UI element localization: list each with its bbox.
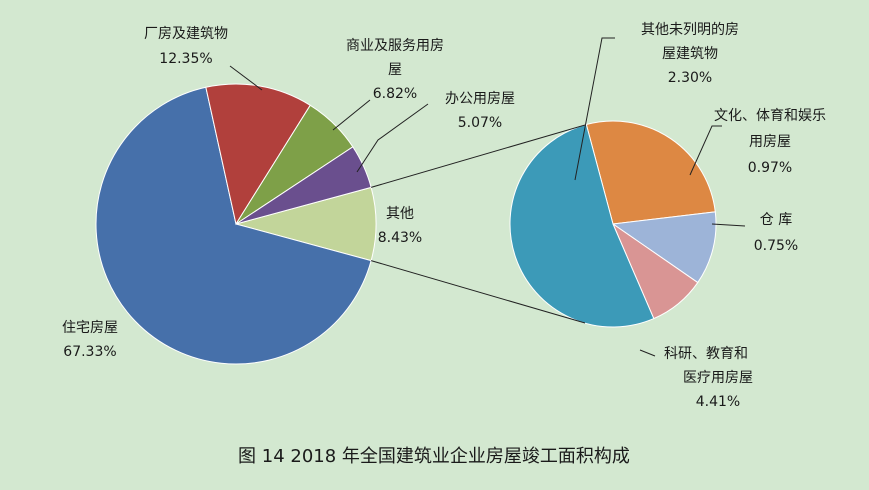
slice-厂房及建筑物 (205, 83, 311, 226)
label-zhuzhai-name: 住宅房屋 (62, 320, 118, 336)
slice-住宅房屋 (95, 86, 372, 365)
label-qita-value: 8.43% (378, 230, 422, 246)
leader-lines (229, 37, 746, 357)
label-wenhua-value: 0.97% (748, 160, 792, 176)
leader-keyan (639, 349, 656, 357)
leader-wenhua (689, 125, 722, 176)
sub-pie (509, 120, 717, 328)
label-zhuzhai-value: 67.33% (63, 344, 116, 360)
figure-caption: 图 14 2018 年全国建筑业企业房屋竣工面积构成 (238, 446, 630, 467)
slice-科研-教育和医疗用房屋 (509, 123, 655, 328)
leader-bangong (356, 103, 429, 173)
leader-weilieming (574, 37, 615, 181)
label-weilieming-name-2: 屋建筑物 (662, 46, 718, 62)
pie-connectors (370, 124, 586, 324)
connector-bottom (370, 260, 586, 324)
leader-changfang (229, 65, 263, 91)
label-bangong-name: 办公用房屋 (445, 91, 515, 107)
label-weilieming-value: 2.30% (668, 70, 712, 86)
connector-top (370, 124, 586, 188)
label-bangong-value: 5.07% (458, 115, 502, 131)
label-cangku-value: 0.75% (754, 238, 798, 254)
label-changfang-value: 12.35% (159, 51, 212, 67)
label-shangye-name-1: 商业及服务用房 (346, 38, 444, 54)
label-wenhua-name-1: 文化、体育和娱乐 (714, 108, 826, 124)
label-cangku-name: 仓 库 (760, 212, 792, 228)
label-weilieming-name-1: 其他未列明的房 (641, 22, 739, 38)
leader-shangye (332, 99, 371, 131)
label-wenhua-name-2: 用房屋 (749, 134, 791, 150)
main-pie (95, 83, 377, 365)
slice-文化-体育和娱乐用房屋 (611, 211, 717, 284)
label-keyan-name-2: 医疗用房屋 (683, 370, 753, 386)
label-keyan-name-1: 科研、教育和 (664, 346, 748, 362)
slice-其他未列明的房屋建筑物 (585, 120, 716, 225)
label-changfang-name: 厂房及建筑物 (144, 26, 228, 42)
label-qita-name: 其他 (386, 206, 414, 222)
leader-cangku (711, 223, 746, 227)
label-shangye-name-2: 屋 (388, 62, 402, 78)
label-shangye-value: 6.82% (373, 86, 417, 102)
label-keyan-value: 4.41% (696, 394, 740, 410)
